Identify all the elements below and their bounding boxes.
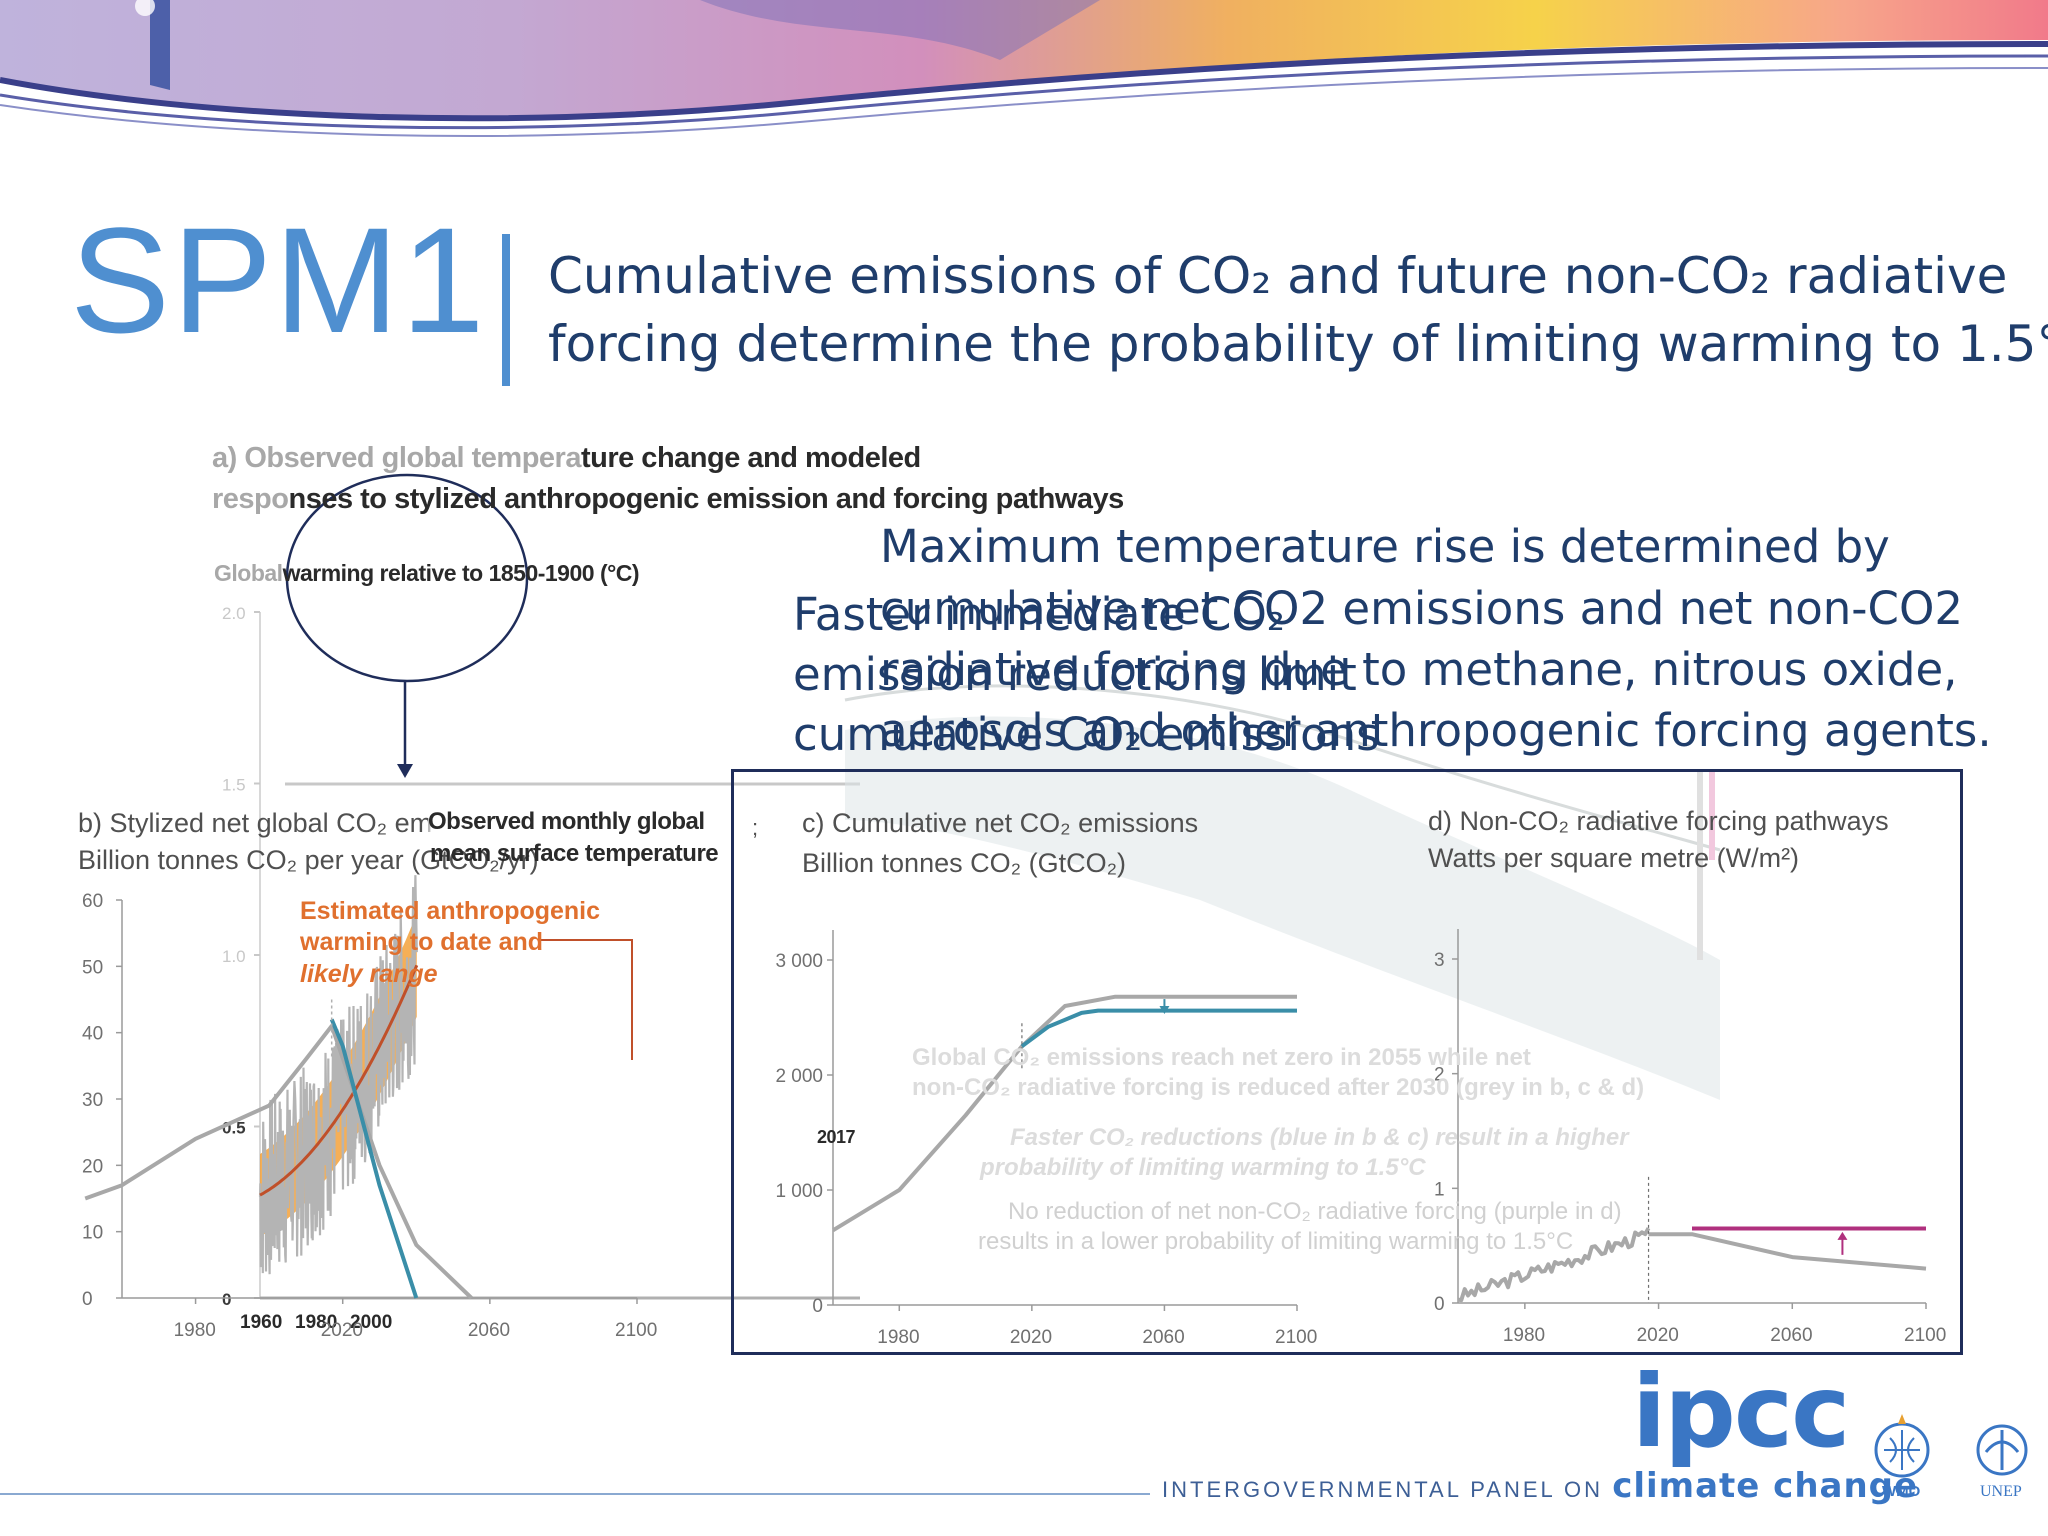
panel-b-y-tick-label: 60 (82, 891, 103, 912)
max-rise-line-1: Maximum temperature rise is determined b… (880, 520, 1890, 573)
panel-b-title: b) Stylized net global CO₂ em (78, 808, 433, 838)
observed-temperature-label-line-1: Observed monthly global (428, 808, 705, 836)
panel-d-x-tick-label: 2100 (1904, 1325, 1946, 1346)
panel-d-x-tick-label: 2020 (1637, 1325, 1679, 1346)
panel-b-y-tick-label: 10 (82, 1223, 103, 1244)
note-2-line-2: probability of limiting warming to 1.5°C (980, 1154, 1426, 1181)
panel-separator: ; (752, 815, 759, 840)
note-3-line-1: No reduction of net non-CO₂ radiative fo… (1008, 1198, 1622, 1225)
wmo-emblem-icon (1874, 1414, 1930, 1478)
panel-d-title: d) Non-CO₂ radiative forcing pathways (1428, 806, 1889, 836)
note-1-line-2: non-CO₂ radiative forcing is reduced aft… (912, 1074, 1645, 1101)
panel-c-y-tick-label: 2 000 (775, 1066, 823, 1087)
panel-d-y-tick-label: 1 (1434, 1179, 1445, 1200)
panel-c-x-tick-label: 2020 (1010, 1327, 1052, 1348)
panel-c-x-tick-label: 2060 (1142, 1327, 1184, 1348)
unep-emblem-icon (1976, 1424, 2028, 1476)
wmo-label: WMO (1882, 1483, 1921, 1500)
partner-logos: WMO UNEP (1874, 1414, 2028, 1500)
panel-a-y-tick-label: 2.0 (222, 604, 246, 623)
panel-a-y-tick-label: 1.0 (222, 947, 246, 966)
estimated-warming-label: Estimated anthropogenic warming to date … (300, 897, 601, 988)
panel-d-unit: Watts per square metre (W/m²) (1428, 843, 1800, 873)
callout-arrow-head (397, 764, 413, 778)
panel-d-x-tick-label: 1980 (1503, 1325, 1545, 1346)
header-banner (0, 0, 2048, 137)
panel-c-title: c) Cumulative net CO₂ emissions (802, 808, 1199, 838)
panel-b-y-tick-label: 40 (82, 1024, 103, 1045)
panel-c-series-grey (831, 994, 1297, 1233)
panel-a-y-tick-label: 1.5 (222, 776, 246, 795)
highlight-frame (731, 769, 1963, 1355)
panel-d-y-tick-label: 3 (1434, 950, 1445, 971)
panel-d-increase-arrow-head (1837, 1231, 1848, 1240)
panel-a-ylabel: Globalwarming relative to 1850-1900 (°C) (214, 560, 640, 586)
panel-d-y-tick-label: 2 (1434, 1065, 1445, 1086)
panel-c-reduction-arrow-head (1159, 1006, 1170, 1014)
callout-circle (285, 473, 529, 683)
observed-temperature-label-line-2: mean surface temperature (430, 840, 719, 867)
slide-headline-line-1: Cumulative emissions of CO₂ and future n… (548, 247, 2008, 305)
slide-headline-line-2: forcing determine the probability of lim… (548, 315, 2048, 373)
max-rise-line-4: aerosols and other anthropogenic forcing… (880, 704, 1992, 757)
panel-b-x-tick-label: 2100 (615, 1320, 657, 1341)
projection-line-grey (844, 684, 1721, 852)
title-divider (502, 234, 510, 386)
panel-a-title-line-2: responses to stylized anthropogenic emis… (212, 483, 1124, 515)
panel-b-y-tick-label: 20 (82, 1156, 103, 1177)
panel-c-x-tick-label: 1980 (877, 1327, 919, 1348)
observed-temperature-series (258, 875, 418, 1275)
estimated-warming-connector (540, 939, 633, 1060)
estimated-warming-series (259, 964, 419, 1197)
panel-b-y-tick-label: 30 (82, 1090, 103, 1111)
faster-reductions-line-2: emission reductions limit (793, 648, 1357, 701)
projection-band-grey (845, 716, 1720, 1100)
panel-d-series-grey (1648, 1232, 1927, 1271)
panel-d-x-tick-label: 2060 (1770, 1325, 1812, 1346)
panel-b-y-tick-label: 50 (82, 957, 103, 978)
panel-c-y-tick-label: 0 (812, 1296, 823, 1317)
panel-c-unit: Billion tonnes CO₂ (GtCO₂) (802, 848, 1127, 878)
faster-reductions-line-3: cumulative CO₂ emissions (793, 708, 1380, 761)
year-2017-label: 2017 (817, 1127, 856, 1147)
panel-b-y-tick-label: 0 (82, 1289, 93, 1310)
panel-d-historical-series (1457, 1227, 1651, 1303)
ipcc-full-name: INTERGOVERNMENTAL PANEL ON climate chang… (1162, 1466, 1919, 1506)
faster-reductions-line-1: Faster immediate CO₂ (793, 588, 1285, 641)
max-rise-line-2: cumulative net CO2 emissions and net non… (880, 582, 1964, 635)
panel-c-y-tick-label: 1 000 (775, 1181, 823, 1202)
panel-a-x-tick-label: 1960 (240, 1312, 282, 1333)
panel-a-x-tick-label: 1980 (295, 1312, 337, 1333)
panel-b-x-tick-label: 2020 (321, 1320, 363, 1341)
panel-b-series-grey (84, 1024, 473, 1300)
ipcc-logo: ipcc (1632, 1353, 1850, 1470)
panel-b-series-blue (329, 1018, 419, 1299)
panel-a-title-line-1: a) Observed global temperature change an… (212, 442, 921, 474)
note-2-line-1: Faster CO₂ reductions (blue in b & c) re… (1010, 1124, 1629, 1151)
footer-rule (0, 1493, 1150, 1495)
panel-a-x-tick-label: 2000 (350, 1312, 392, 1333)
panel-d-y-tick-label: 0 (1434, 1294, 1445, 1315)
slide-code: SPM1 (70, 196, 487, 364)
max-rise-line-3: radiative forcing due to methane, nitrou… (880, 643, 1958, 696)
panel-a-y-tick-label: 0 (222, 1290, 231, 1309)
panel-b-x-tick-label: 2060 (468, 1320, 510, 1341)
note-3-line-2: results in a lower probability of limiti… (978, 1228, 1574, 1255)
panel-c-y-tick-label: 3 000 (775, 951, 823, 972)
panel-b-unit: Billion tonnes CO₂ per year (GtCO₂/yr) (78, 845, 539, 875)
panel-b-x-tick-label: 1980 (174, 1320, 216, 1341)
unep-label: UNEP (1980, 1483, 2022, 1500)
panel-c-x-tick-label: 2100 (1275, 1327, 1317, 1348)
note-1-line-1: Global CO₂ emissions reach net zero in 2… (912, 1044, 1531, 1071)
